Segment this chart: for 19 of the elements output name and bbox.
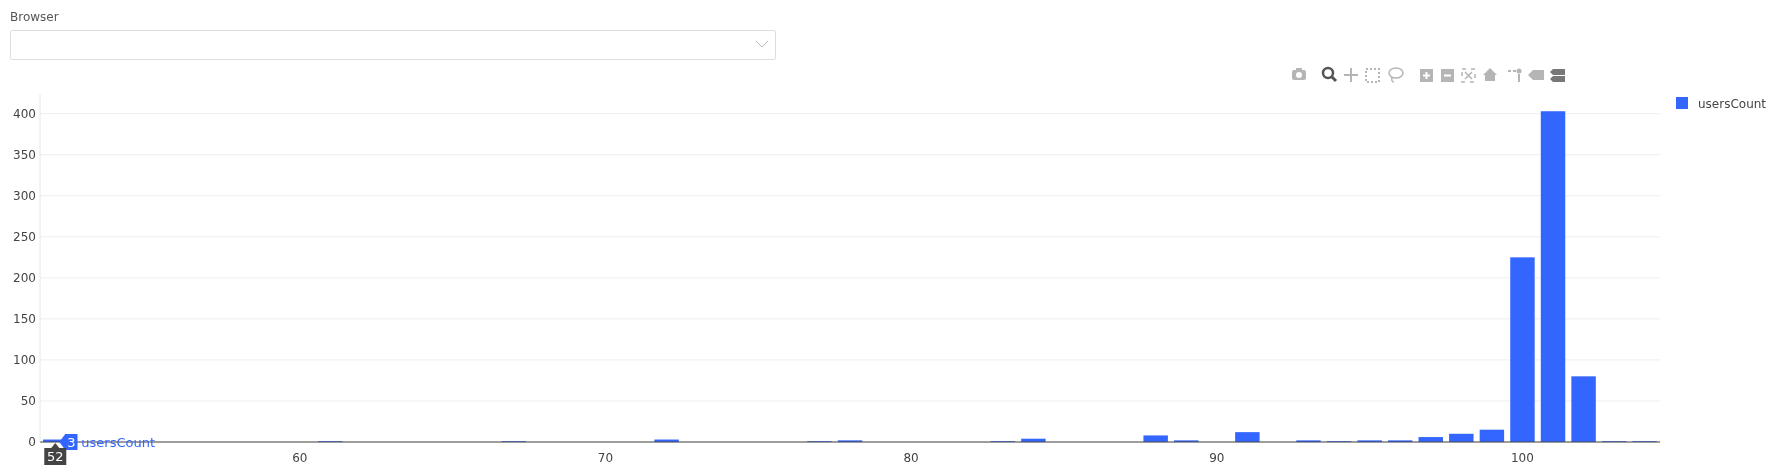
y-tick-label: 250 (13, 229, 36, 244)
y-tick-label: 300 (13, 188, 36, 203)
annotation: usersCount (81, 434, 156, 450)
legend-label: usersCount (1698, 96, 1767, 111)
y-tick-label: 0 (28, 435, 36, 449)
x-tick-label: 100 (1511, 451, 1534, 465)
y-tick-label: 150 (13, 311, 36, 326)
y-tick-label: 400 (13, 106, 36, 121)
y-tick-label: 350 (13, 147, 36, 162)
x-tick-label: 80 (903, 451, 919, 465)
y-tick-label: 100 (13, 352, 36, 367)
x-tick-label: 60 (292, 451, 308, 465)
x-tick-label: 90 (1209, 451, 1225, 465)
y-tick-label: 200 (13, 270, 36, 285)
y-tick-label: 50 (20, 393, 36, 408)
chart-title: Browser (10, 10, 59, 24)
text: 52 (47, 449, 64, 464)
x-tick-label: 70 (597, 451, 614, 465)
annotation: 3 (67, 434, 76, 450)
